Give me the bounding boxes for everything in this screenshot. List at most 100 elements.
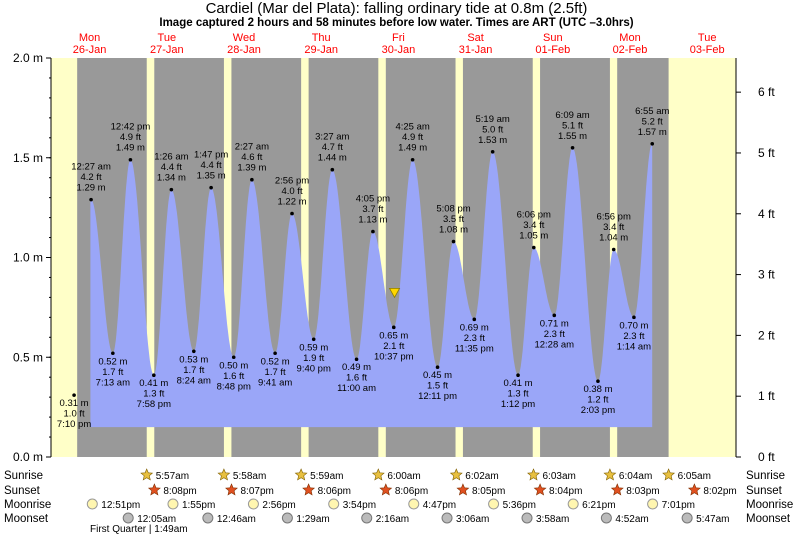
- y-tick-label-ft: 2 ft: [758, 328, 775, 342]
- extreme-label-line: 0.65 m: [379, 330, 408, 341]
- extreme-label-line: 1.7 ft: [102, 367, 123, 378]
- low-tide-label: 0.41 m1.3 ft7:58 pm: [137, 378, 171, 410]
- high-tide-label: 12:42 pm4.9 ft1.49 m: [111, 122, 151, 154]
- sunset-row-label-left: Sunset: [4, 485, 41, 497]
- moonset-time: 4:52am: [615, 514, 648, 525]
- extreme-label-line: 0.49 m: [342, 362, 371, 373]
- high-tide-label: 4:25 am4.9 ft1.49 m: [395, 122, 429, 154]
- sunrise-row-label-right: Sunrise: [746, 470, 785, 482]
- y-tick-label-m: 0.5 m: [13, 350, 43, 364]
- tide-area: [90, 143, 653, 428]
- moonset-icon: [600, 512, 612, 524]
- day-name-label: Fri: [392, 32, 405, 44]
- moon-phase-label: First Quarter | 1:49am: [90, 524, 188, 535]
- moonrise-icon: [167, 498, 179, 510]
- moonrise-icon: [328, 498, 340, 510]
- sunrise-icon: [217, 468, 231, 481]
- extreme-point: [611, 247, 616, 252]
- extreme-label-line: 4.9 ft: [120, 132, 141, 143]
- moonrise-icon: [408, 498, 420, 510]
- extreme-label-line: 5:08 pm: [436, 204, 470, 215]
- sunset-time: 8:05pm: [472, 486, 505, 497]
- extreme-label-line: 1.53 m: [478, 135, 507, 146]
- moonset-icon: [441, 512, 453, 524]
- extreme-label-line: 11:35 pm: [455, 343, 494, 354]
- extreme-point: [72, 393, 76, 397]
- day-name-label: Tue: [698, 32, 717, 44]
- extreme-label-line: 3.5 ft: [443, 214, 464, 225]
- moonrise-time: 7:01pm: [662, 500, 695, 511]
- high-tide-label: 1:26 am4.4 ft1.34 m: [154, 152, 188, 184]
- extreme-point: [290, 211, 294, 216]
- sunset-icon: [302, 483, 316, 496]
- sunrise-time: 6:05am: [678, 471, 711, 482]
- moonrise-time: 3:54pm: [343, 500, 376, 511]
- extreme-point: [89, 197, 93, 202]
- sunset-time: 8:06pm: [395, 486, 428, 497]
- tide-area-layer: [90, 143, 653, 428]
- extreme-label-line: 0.59 m: [299, 342, 328, 353]
- extreme-label-line: 9:40 pm: [297, 363, 331, 374]
- low-tide-label: 0.31 m1.0 ft7:10 pm: [57, 398, 91, 430]
- extreme-point: [128, 157, 133, 162]
- moonrise-time: 1:55pm: [182, 500, 215, 511]
- extreme-point: [532, 245, 536, 250]
- extreme-point: [516, 373, 520, 378]
- high-tide-label: 6:56 pm3.4 ft1.04 m: [597, 212, 631, 244]
- day-name-label: Sun: [543, 32, 563, 44]
- extreme-label-line: 1.22 m: [277, 197, 306, 208]
- extreme-label-line: 6:06 pm: [517, 210, 551, 221]
- high-tide-label: 2:27 am4.6 ft1.39 m: [235, 142, 269, 174]
- extreme-point: [596, 379, 600, 383]
- sunset-icon: [147, 483, 161, 496]
- chart-subtitle: Image captured 2 hours and 58 minutes be…: [159, 17, 634, 29]
- extreme-label-line: 4.2 ft: [81, 172, 102, 183]
- moonset-time: 3:06am: [456, 514, 489, 525]
- sunset-time: 8:04pm: [549, 486, 582, 497]
- extreme-label-line: 1.57 m: [638, 127, 667, 138]
- current-tide-marker: [388, 288, 401, 299]
- extreme-point: [330, 167, 335, 172]
- y-tick-label-m: 1.5 m: [13, 151, 43, 165]
- low-tide-label: 0.59 m1.9 ft9:40 pm: [297, 342, 331, 374]
- extreme-label-line: 1.35 m: [197, 171, 226, 182]
- extreme-label-line: 5.0 ft: [482, 124, 503, 135]
- moonset-time: 3:58am: [536, 514, 569, 525]
- extreme-label-line: 0.52 m: [98, 356, 127, 367]
- extreme-point: [311, 337, 316, 342]
- extreme-point: [552, 313, 557, 318]
- sunset-time: 8:08pm: [163, 486, 196, 497]
- day-name-label: Mon: [79, 32, 100, 44]
- extreme-label-line: 1.29 m: [77, 183, 106, 194]
- extreme-label-line: 1:12 pm: [501, 399, 535, 410]
- extreme-label-line: 12:27 am: [71, 162, 111, 173]
- moonset-icon: [202, 512, 214, 524]
- extreme-point: [152, 373, 156, 378]
- extreme-label-line: 1.6 ft: [346, 373, 367, 384]
- extreme-label-line: 0.41 m: [139, 378, 168, 389]
- extreme-label-line: 1.3 ft: [143, 389, 164, 400]
- high-tide-label: 5:08 pm3.5 ft1.08 m: [436, 204, 470, 236]
- day-name-label: Wed: [233, 32, 255, 44]
- high-tide-label: 1:47 pm4.4 ft1.35 m: [194, 150, 228, 182]
- low-tide-label: 0.38 m1.2 ft2:03 pm: [581, 384, 615, 416]
- extreme-label-line: 3.7 ft: [362, 204, 383, 215]
- extreme-label-line: 1.55 m: [558, 131, 587, 142]
- extreme-label-line: 12:11 pm: [418, 391, 457, 402]
- extreme-point: [354, 357, 359, 362]
- sunrise-time: 5:58am: [233, 471, 266, 482]
- sunrise-time: 6:04am: [619, 471, 652, 482]
- extreme-label-line: 0.52 m: [261, 356, 290, 367]
- axes: 0.0 m 0.5 m 1.0 m 1.5 m 2.0 m 0 ft 1 ft 2 ft 3 f…: [13, 51, 775, 464]
- sunrise-icon: [662, 468, 676, 481]
- moonset-icon: [281, 512, 293, 524]
- extreme-label-line: 0.41 m: [504, 378, 533, 389]
- sunset-icon: [456, 483, 470, 496]
- high-tide-label: 6:55 am5.2 ft1.57 m: [635, 106, 669, 138]
- extreme-label-line: 1.0 ft: [64, 409, 85, 420]
- day-date-label: 29-Jan: [304, 44, 338, 56]
- extreme-label-line: 0.45 m: [423, 370, 452, 381]
- moonrise-icon: [86, 498, 98, 510]
